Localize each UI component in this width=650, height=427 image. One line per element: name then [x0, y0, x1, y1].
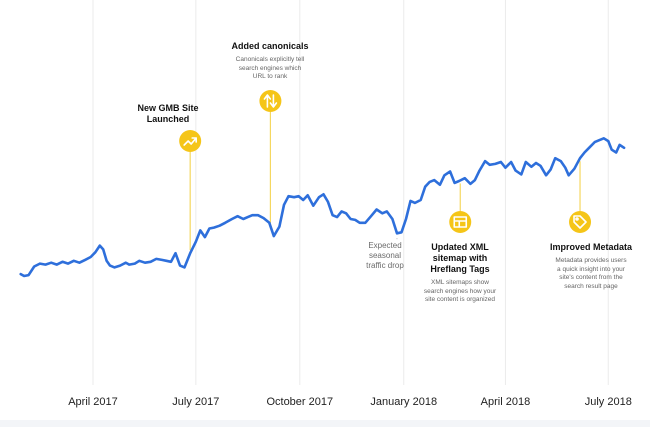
title-line: Improved Metadata — [549, 242, 633, 252]
annotation-leaders — [189, 112, 581, 251]
annotation-markers — [179, 90, 592, 233]
desc-line: Canonicals explicitly tell — [235, 56, 305, 63]
annotation-description: Metadata provides users a quick insight … — [538, 257, 644, 291]
tag-icon — [573, 215, 587, 229]
title-line: Hreflang Tags — [430, 264, 490, 274]
annotation-note: Expected seasonal traffic drop — [350, 241, 420, 271]
annotation-xml-sitemap: Updated XML sitemap with Hreflang Tags X… — [412, 242, 508, 305]
title-line: Added canonicals — [231, 41, 309, 51]
x-tick-label: July 2017 — [172, 396, 220, 408]
x-tick-label: July 2018 — [584, 396, 632, 408]
note-line: traffic drop — [366, 261, 404, 270]
sitemap-icon — [453, 216, 468, 228]
desc-line: search result page — [564, 282, 618, 290]
annotation-gmb-launch: New GMB Site Launched — [128, 103, 208, 125]
sitemap-marker — [449, 211, 472, 233]
x-tick-label: January 2018 — [370, 396, 438, 408]
annotation-seasonal-drop: Expected seasonal traffic drop — [350, 241, 420, 271]
title-line: New GMB Site — [137, 103, 199, 113]
trending-up-icon — [183, 137, 197, 146]
annotation-title: New GMB Site Launched — [128, 103, 208, 125]
desc-line: Metadata provides users — [555, 257, 627, 264]
desc-line: a quick insight into your — [557, 265, 625, 273]
gmb-marker — [179, 130, 202, 152]
annotation-description: XML sitemaps show search engines how you… — [412, 279, 508, 305]
desc-line: site's content from the — [559, 274, 623, 281]
note-line: Expected — [368, 241, 402, 250]
note-line: seasonal — [368, 251, 402, 260]
desc-line: XML sitemaps show — [431, 279, 489, 286]
metadata-marker — [569, 211, 592, 233]
swap-vertical-icon — [263, 94, 278, 108]
annotation-title: Updated XML sitemap with Hreflang Tags — [412, 242, 508, 275]
x-tick-label: April 2018 — [480, 396, 531, 408]
desc-line: search engines which — [238, 64, 302, 72]
desc-line: search engines how your — [423, 287, 497, 295]
title-line: Launched — [146, 114, 190, 124]
canonicals-marker — [259, 90, 282, 112]
desc-line: URL to rank — [252, 73, 288, 80]
desc-line: site content is organized — [424, 296, 496, 303]
traffic-series-line — [19, 137, 626, 278]
title-line: sitemap with — [432, 253, 488, 263]
annotation-canonicals: Added canonicals Canonicals explicitly t… — [218, 41, 322, 82]
annotation-title: Improved Metadata — [538, 242, 644, 253]
x-tick-label: October 2017 — [266, 396, 334, 408]
annotation-title: Added canonicals — [218, 41, 322, 52]
title-line: Updated XML — [431, 242, 489, 252]
gridlines — [92, 0, 609, 385]
annotation-improved-metadata: Improved Metadata Metadata provides user… — [538, 242, 644, 291]
annotation-description: Canonicals explicitly tell search engine… — [218, 56, 322, 82]
bottom-band — [0, 420, 650, 427]
x-tick-label: April 2017 — [68, 396, 118, 408]
